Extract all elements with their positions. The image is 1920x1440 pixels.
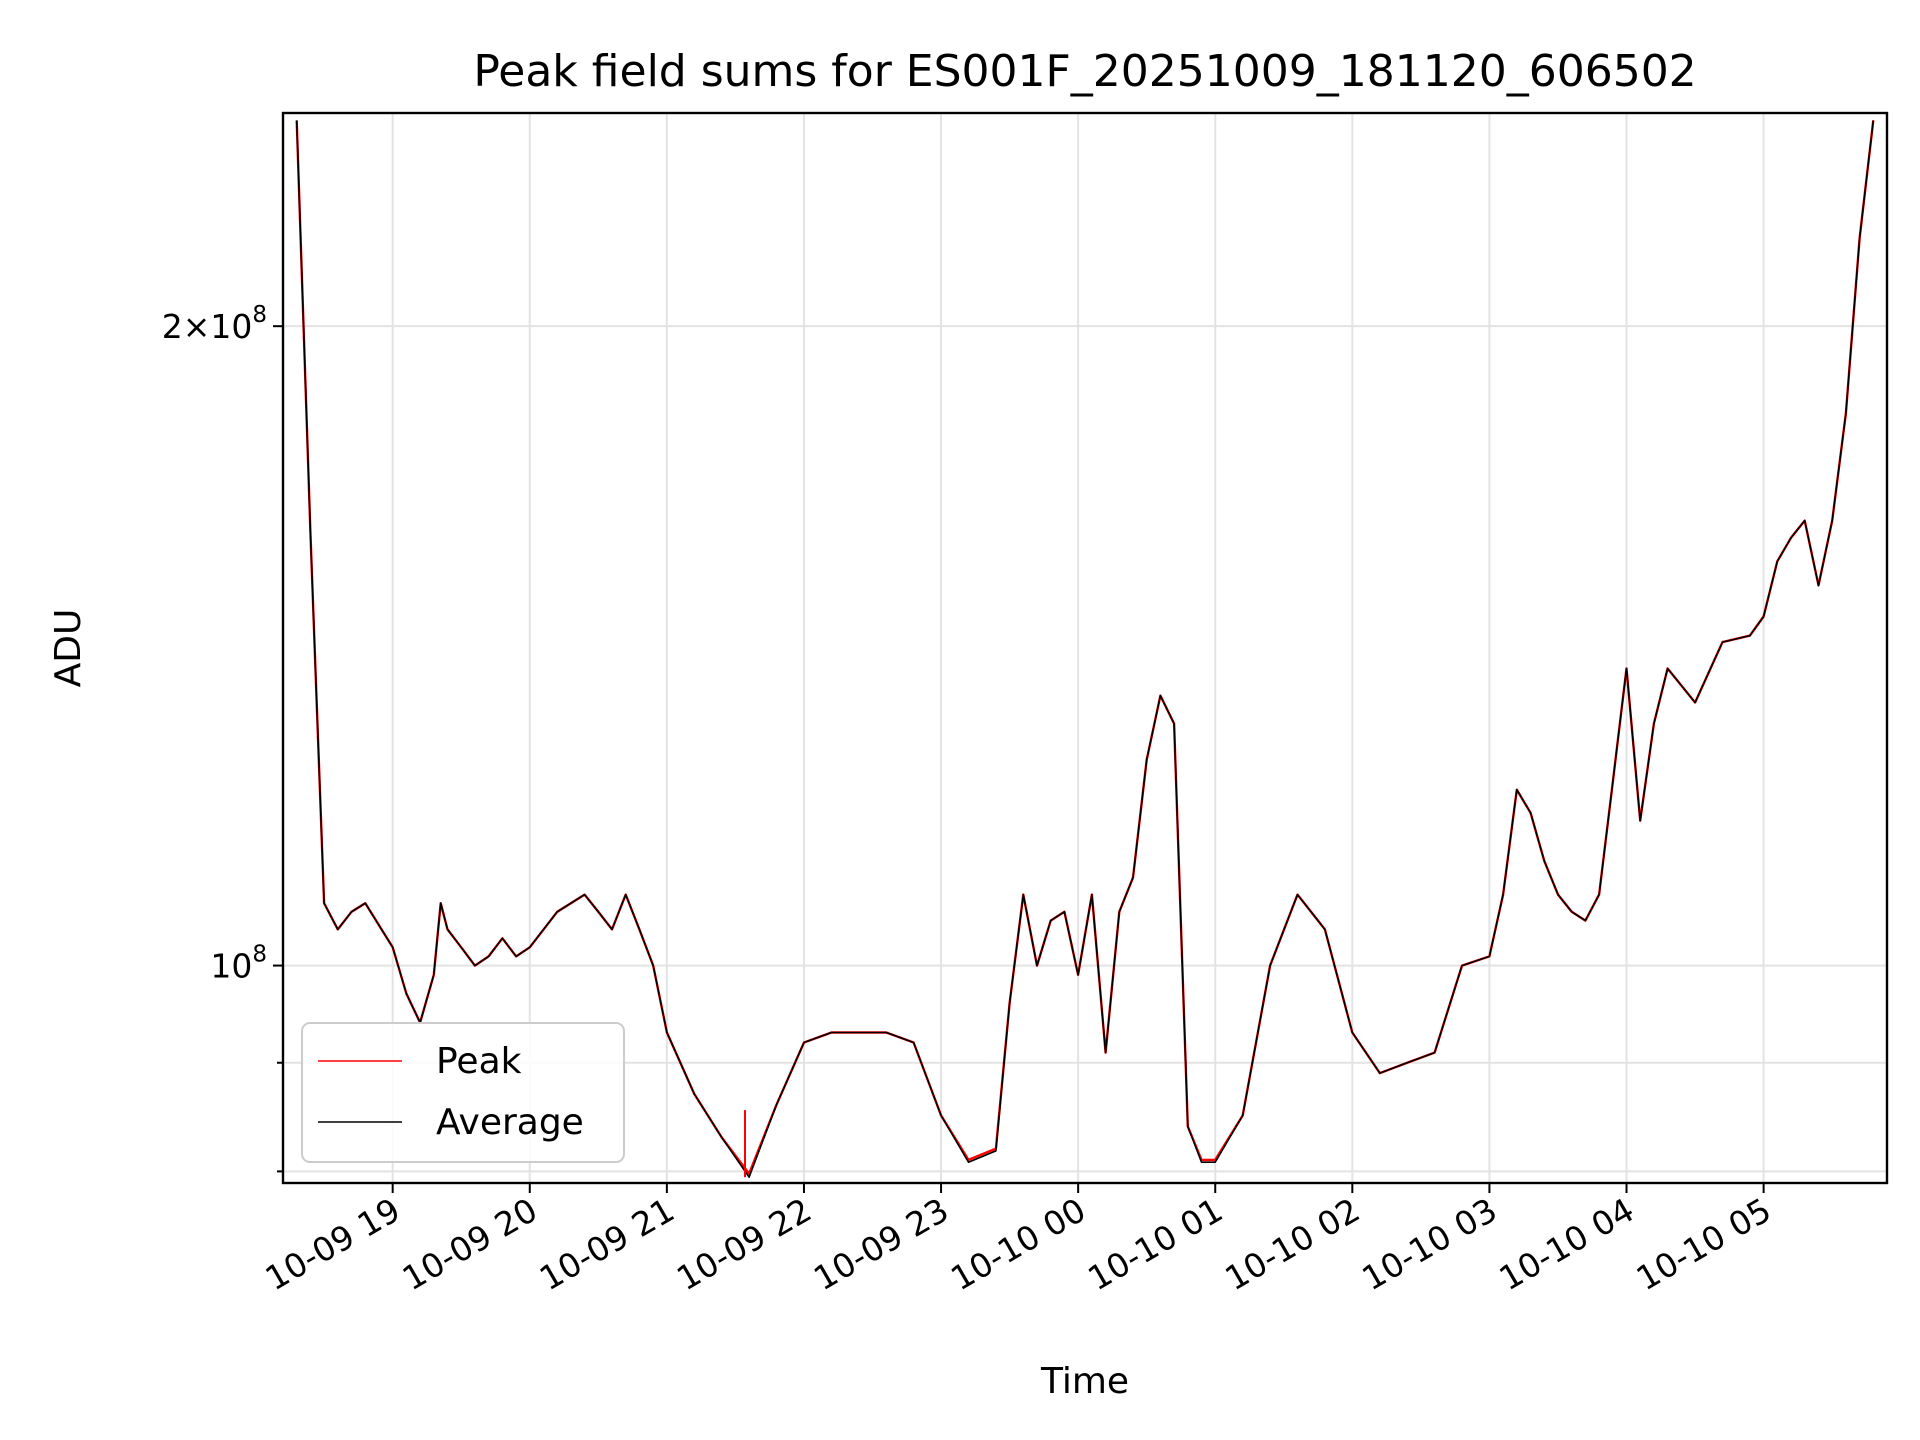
- y-tick-label: 108: [210, 942, 267, 986]
- y-axis-label: ADU: [48, 609, 89, 688]
- legend-label-average: Average: [436, 1102, 584, 1143]
- series-layer: [295, 120, 1875, 1178]
- plot-frame: [281, 111, 1889, 1185]
- y-tick-label: 2×108: [162, 302, 267, 346]
- chart-title: Peak field sums for ES001F_20251009_1811…: [473, 46, 1696, 97]
- series-line-average: [295, 120, 1875, 1178]
- legend-box: [301, 1022, 625, 1163]
- legend-label-peak: Peak: [436, 1041, 522, 1082]
- grid-layer: [283, 113, 1887, 1183]
- legend: Peak Average: [301, 1022, 625, 1163]
- x-axis-label: Time: [1040, 1361, 1129, 1402]
- y-axis-ticks: 2×108 108: [162, 302, 283, 1173]
